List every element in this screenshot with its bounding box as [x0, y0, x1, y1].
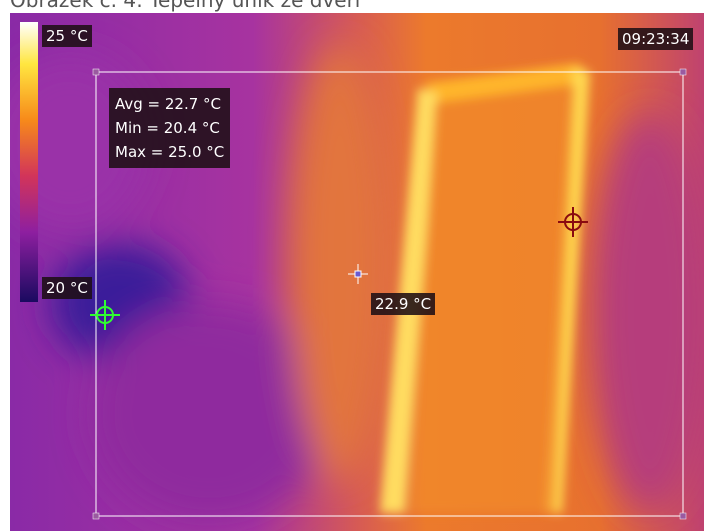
spot-marker [348, 264, 368, 284]
scale-max-label: 25 °C [42, 25, 92, 47]
min-temp: Min = 20.4 °C [115, 119, 220, 137]
area-handles [92, 68, 687, 520]
scale-min-label: 20 °C [42, 277, 92, 299]
stats-box: Avg = 22.7 °C Min = 20.4 °C Max = 25.0 °… [109, 88, 231, 168]
measure-area [95, 71, 684, 517]
timestamp: 09:23:34 [618, 28, 694, 50]
hot-marker [558, 207, 588, 237]
color-scale-bar [20, 22, 38, 302]
avg-temp: Avg = 22.7 °C [115, 95, 222, 113]
spot-temp: 22.9 °C [371, 293, 436, 315]
max-temp: Max = 25.0 °C [115, 143, 225, 161]
caption: Obrázek č. 4: Tepelný únik ze dveří [10, 0, 361, 12]
cold-marker [90, 300, 120, 330]
